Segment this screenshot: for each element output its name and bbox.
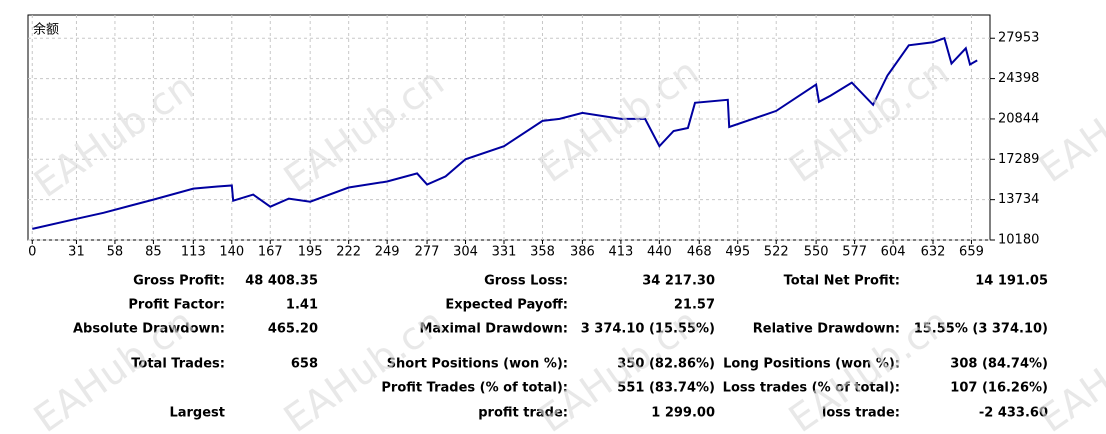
stat-value: 1 299.00 — [651, 406, 715, 421]
stat-label: profit trade: — [478, 406, 568, 421]
y-tick-label: 10180 — [998, 233, 1039, 248]
stat-value: 465.20 — [268, 322, 318, 337]
x-tick-label: 522 — [764, 245, 789, 260]
stat-label: Maximal Drawdown: — [419, 322, 568, 337]
x-tick-label: 31 — [68, 245, 85, 260]
stat-label: Long Positions (won %): — [723, 357, 900, 372]
x-tick-label: 632 — [921, 245, 946, 260]
stat-label: Gross Profit: — [133, 274, 225, 289]
x-tick-label: 468 — [687, 245, 712, 260]
stat-label: Profit Trades (% of total): — [381, 381, 568, 396]
y-tick-label: 24398 — [998, 71, 1039, 86]
stat-value: 658 — [291, 357, 318, 372]
x-tick-label: 167 — [258, 245, 283, 260]
x-tick-label: 331 — [492, 245, 517, 260]
stat-value: 1.41 — [286, 298, 318, 313]
x-tick-label: 249 — [375, 245, 400, 260]
stat-label: Gross Loss: — [484, 274, 568, 289]
stat-value: -2 433.60 — [979, 406, 1048, 421]
x-tick-label: 440 — [647, 245, 672, 260]
stat-label: Largest — [169, 406, 225, 421]
stat-label: Total Net Profit: — [784, 274, 900, 289]
y-tick-label: 27953 — [998, 31, 1039, 46]
x-tick-label: 550 — [804, 245, 829, 260]
stat-value: 15.55% (3 374.10) — [914, 322, 1048, 337]
x-tick-label: 140 — [219, 245, 244, 260]
x-tick-label: 195 — [298, 245, 323, 260]
stat-label: Loss trades (% of total): — [723, 381, 900, 396]
stat-value: 14 191.05 — [975, 274, 1048, 289]
stat-label: Expected Payoff: — [445, 298, 568, 313]
y-tick-label: 17289 — [998, 152, 1039, 167]
y-tick-label: 20844 — [998, 111, 1039, 126]
plot-frame — [27, 14, 991, 241]
stat-value: 350 (82.86%) — [617, 357, 715, 372]
stat-value: 3 374.10 (15.55%) — [581, 322, 715, 337]
stat-label: Absolute Drawdown: — [73, 322, 225, 337]
x-tick-label: 277 — [415, 245, 440, 260]
stat-value: 107 (16.26%) — [950, 381, 1048, 396]
watermark: EAHub.cn — [1031, 49, 1106, 190]
stat-label: loss trade: — [822, 406, 900, 421]
x-tick-label: 659 — [959, 245, 984, 260]
stat-value: 308 (84.74%) — [950, 357, 1048, 372]
x-tick-label: 0 — [28, 245, 36, 260]
x-tick-label: 58 — [107, 245, 124, 260]
chart-title: 余额 — [33, 22, 59, 38]
x-tick-label: 386 — [570, 245, 595, 260]
x-tick-label: 222 — [336, 245, 361, 260]
x-tick-label: 304 — [453, 245, 478, 260]
stat-value: 551 (83.74%) — [617, 381, 715, 396]
x-tick-label: 358 — [530, 245, 555, 260]
stat-value: 21.57 — [674, 298, 715, 313]
x-tick-label: 577 — [842, 245, 867, 260]
balance-line — [32, 36, 978, 230]
stat-label: Total Trades: — [131, 357, 225, 372]
stat-label: Relative Drawdown: — [753, 322, 900, 337]
stat-label: Short Positions (won %): — [387, 357, 568, 372]
y-tick-label: 13734 — [998, 192, 1039, 207]
stat-label: Profit Factor: — [128, 298, 225, 313]
stat-value: 34 217.30 — [642, 274, 715, 289]
x-tick-label: 413 — [608, 245, 633, 260]
stat-value: 48 408.35 — [245, 274, 318, 289]
x-tick-label: 604 — [881, 245, 906, 260]
x-tick-label: 113 — [181, 245, 206, 260]
x-tick-label: 495 — [725, 245, 750, 260]
x-tick-label: 85 — [145, 245, 162, 260]
